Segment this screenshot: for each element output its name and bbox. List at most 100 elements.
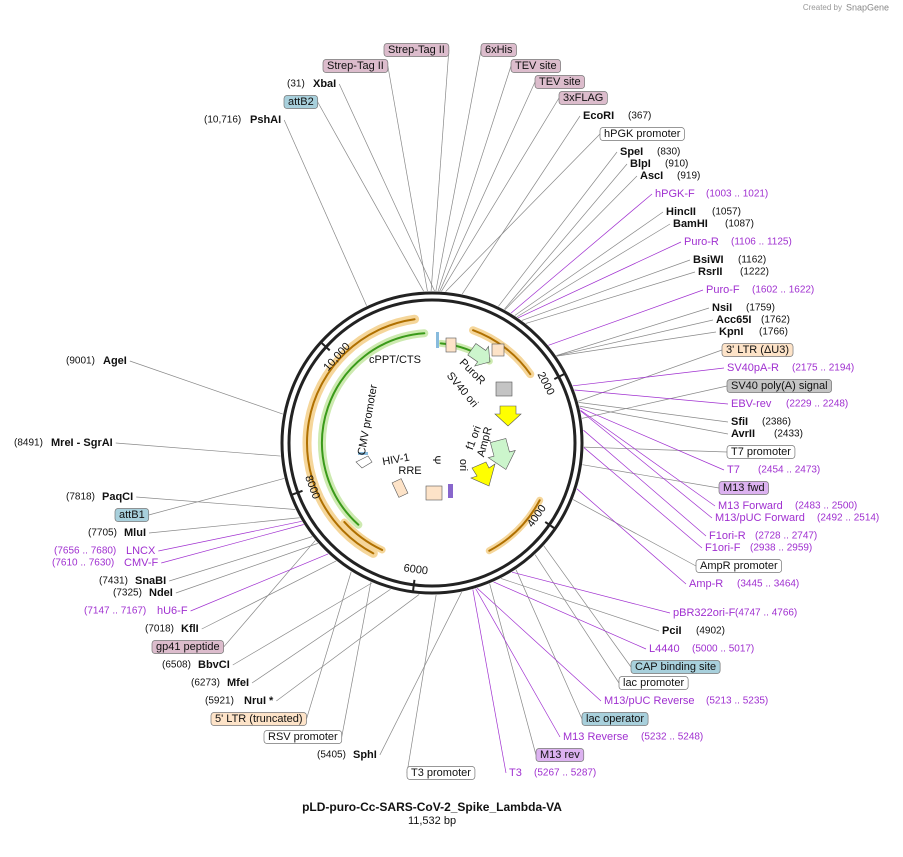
site-position: (31) bbox=[287, 79, 305, 90]
primer-position: (2938 .. 2959) bbox=[750, 543, 812, 554]
ruler-tick bbox=[544, 521, 556, 530]
site-name: MreI - SgrAI bbox=[51, 437, 113, 449]
site-position: (6273) bbox=[191, 678, 220, 689]
site-position: (5405) bbox=[317, 750, 346, 761]
leader-line bbox=[201, 560, 337, 630]
box bbox=[491, 343, 505, 357]
leader-line bbox=[583, 446, 728, 453]
leader-line bbox=[514, 211, 664, 316]
feature-name: CAP binding site bbox=[635, 661, 716, 673]
leader-line bbox=[283, 119, 367, 306]
feature-box bbox=[726, 445, 796, 459]
feature-name: TEV site bbox=[515, 60, 557, 72]
primer-name: T3 bbox=[509, 767, 522, 779]
inner-label: Ψ bbox=[430, 455, 442, 464]
attb1-mark bbox=[358, 452, 368, 455]
primer-name: pBR322ori-F bbox=[673, 607, 736, 619]
feature-box bbox=[322, 59, 389, 73]
feature-name: Strep-Tag II bbox=[388, 44, 445, 56]
leader-line bbox=[572, 499, 697, 567]
feature-box bbox=[535, 748, 585, 762]
feature-name: gp41 peptide bbox=[156, 641, 220, 653]
site-name: HincII bbox=[666, 206, 696, 218]
feature-name: M13 rev bbox=[540, 749, 580, 761]
leader-line bbox=[500, 578, 660, 632]
leader-line bbox=[161, 524, 304, 564]
feature-box bbox=[534, 75, 585, 89]
primer-name: M13/pUC Reverse bbox=[604, 695, 694, 707]
ruler-tick bbox=[553, 372, 566, 381]
site-name: AgeI bbox=[103, 355, 127, 367]
feature-box bbox=[114, 508, 150, 522]
leader-line bbox=[276, 594, 420, 702]
site-position: (830) bbox=[657, 147, 680, 158]
leader-line bbox=[510, 193, 653, 314]
leader-line bbox=[430, 49, 450, 292]
feature-name: 3' LTR (ΔU3) bbox=[726, 344, 789, 356]
leader-line bbox=[472, 589, 507, 774]
primer-position: (3445 .. 3464) bbox=[737, 579, 799, 590]
leader-line bbox=[169, 536, 313, 582]
leader-line bbox=[574, 389, 729, 405]
polya-box bbox=[495, 381, 513, 397]
leader-line bbox=[583, 447, 703, 549]
feature-name: hPGK promoter bbox=[604, 128, 681, 140]
map-length: 11,532 bp bbox=[408, 815, 456, 827]
inner-label: HIV-1 bbox=[381, 452, 410, 469]
feature-name: T7 promoter bbox=[731, 446, 791, 458]
primer-name: M13 Reverse bbox=[563, 731, 628, 743]
feature-arc bbox=[488, 499, 541, 552]
leader-line bbox=[379, 591, 463, 756]
leader-line bbox=[158, 520, 302, 552]
sv40ori-arrow bbox=[494, 405, 522, 427]
feature-box bbox=[581, 712, 649, 726]
site-name: BsiWI bbox=[693, 254, 724, 266]
site-name: NdeI bbox=[149, 587, 173, 599]
feature-name: TEV site bbox=[539, 76, 581, 88]
feature-box bbox=[151, 640, 224, 654]
feature-arc bbox=[343, 520, 384, 551]
leader-line bbox=[512, 571, 671, 614]
ruler-tick bbox=[411, 579, 416, 592]
labels: 200040006000800010,000XbaI(31)PshAI(10,7… bbox=[14, 43, 879, 780]
leader-line bbox=[579, 407, 725, 471]
leader-line bbox=[136, 496, 296, 510]
site-position: (1162) bbox=[738, 255, 766, 266]
feature-name: 6xHis bbox=[485, 44, 513, 56]
puror-arrow bbox=[467, 343, 491, 367]
leader-line bbox=[406, 594, 437, 774]
site-position: (1222) bbox=[740, 267, 769, 278]
leader-line bbox=[580, 410, 713, 519]
site-name: SnaBI bbox=[135, 575, 166, 587]
primer-position: (5232 .. 5248) bbox=[641, 732, 703, 743]
site-position: (919) bbox=[677, 171, 700, 182]
feature-arc bbox=[321, 332, 426, 526]
feature-name: 3xFLAG bbox=[563, 92, 603, 104]
site-position: (7431) bbox=[99, 576, 128, 587]
leader-line bbox=[306, 571, 352, 720]
feature-arcs bbox=[302, 314, 544, 558]
site-position: (7018) bbox=[145, 624, 174, 635]
site-position: (1766) bbox=[759, 327, 788, 338]
primer-position: (7147 .. 7167) bbox=[84, 606, 146, 617]
leader-line bbox=[580, 409, 716, 507]
feature-box bbox=[480, 43, 517, 57]
leader-line bbox=[338, 83, 435, 292]
site-name: SpeI bbox=[620, 146, 643, 158]
primer-position: (2175 .. 2194) bbox=[792, 363, 854, 374]
site-name: BamHI bbox=[673, 218, 708, 230]
leader-line bbox=[578, 401, 729, 423]
feature-box bbox=[618, 676, 689, 690]
site-position: (1762) bbox=[761, 315, 790, 326]
primer-name: LNCX bbox=[126, 545, 156, 557]
site-position: (367) bbox=[628, 111, 651, 122]
leader-line bbox=[581, 385, 728, 419]
primer-position: (1003 .. 1021) bbox=[706, 189, 768, 200]
leader-line bbox=[521, 259, 691, 321]
primer-position: (5213 .. 5235) bbox=[706, 696, 768, 707]
primer-name: hPGK-F bbox=[655, 188, 695, 200]
leader-line bbox=[504, 175, 638, 310]
ori-arrow bbox=[470, 461, 496, 487]
primer-position: (1602 .. 1622) bbox=[752, 285, 814, 296]
feature-name: M13 fwd bbox=[723, 482, 765, 494]
